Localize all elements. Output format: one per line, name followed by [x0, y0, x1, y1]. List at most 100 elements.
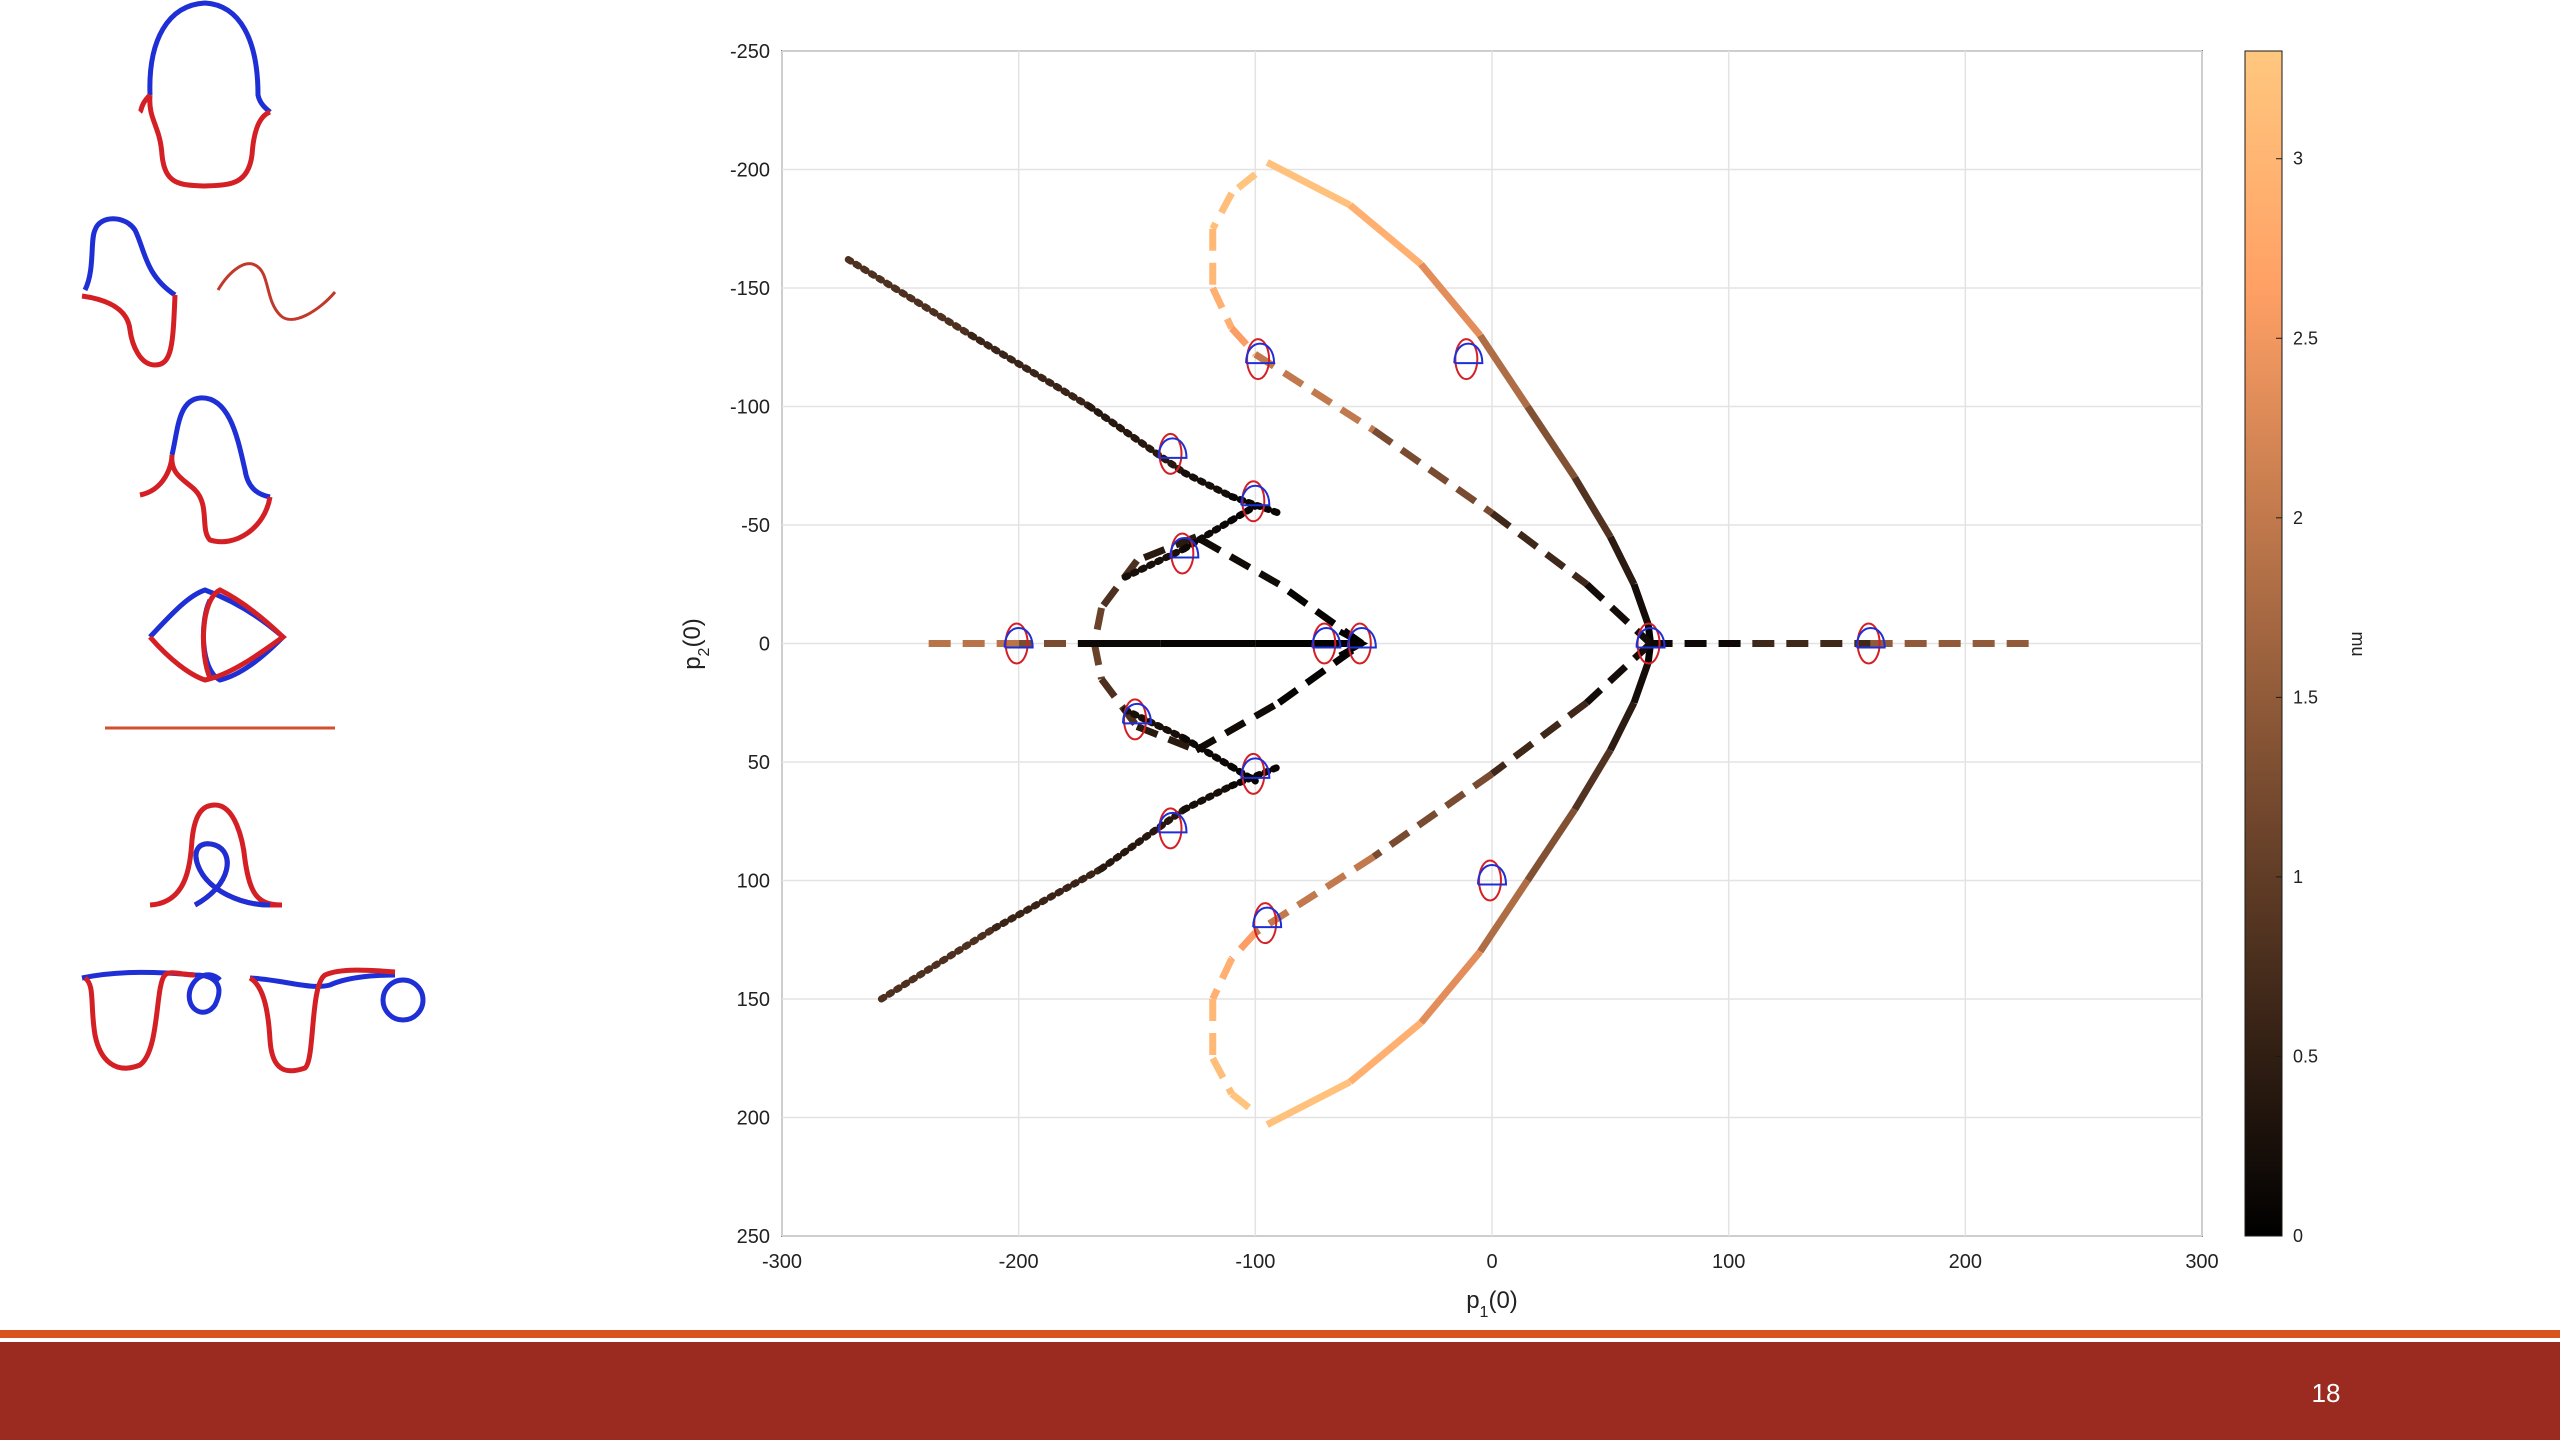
curve-segment-dotted — [1098, 805, 1188, 873]
arrow-head — [1338, 628, 1369, 659]
curve-glyph-marker — [1453, 338, 1484, 381]
curve-segment-solid — [1524, 807, 1578, 883]
curve-segment-dotted — [991, 865, 1105, 932]
curve-segment-solid — [1607, 535, 1638, 586]
x-ticks: -300 -200 -100 0 100 200 300 — [762, 1251, 2219, 1273]
y-tick-label: 200 — [737, 1108, 770, 1130]
curve-segment-solid — [1477, 333, 1531, 409]
curve-segment-dotted — [1228, 763, 1283, 790]
x-tick-label: 0 — [1486, 1251, 1497, 1273]
curve-segment-dashed — [1371, 770, 1495, 860]
curve-segment-dashed — [1209, 957, 1235, 1001]
curve-segment-dotted — [1121, 545, 1188, 581]
y-tick-label: 0 — [759, 634, 770, 656]
curve-segment-dotted — [1180, 734, 1236, 771]
y-tick-label: 50 — [748, 752, 770, 774]
colorbar — [2244, 50, 2283, 1237]
curve-glyph-marker — [1245, 338, 1276, 381]
curve-segment-dashed — [1489, 699, 1589, 777]
curve-segment-dashed — [1209, 191, 1235, 231]
curve-segment-dashed — [1090, 607, 1105, 645]
footer-accent-line — [0, 1330, 2560, 1338]
curve-segment-dashed — [1229, 1091, 1258, 1116]
curve-segment-dotted — [967, 331, 1094, 410]
y-tick-label: 250 — [737, 1226, 770, 1248]
y-axis-label: p2(0) — [679, 618, 713, 670]
curve-segment-solid — [1571, 475, 1614, 539]
curves — [844, 159, 2037, 1128]
x-tick-label: -100 — [1235, 1251, 1275, 1273]
colorbar-tick-label: 1.5 — [2293, 687, 2318, 707]
colorbar-label: mu — [2348, 631, 2368, 656]
y-tick-label: -200 — [730, 160, 770, 182]
curve-segment-dashed — [1209, 1056, 1235, 1096]
curve-glyph-marker — [1157, 807, 1188, 850]
footer-bar — [0, 1342, 2560, 1440]
curve-glyph-marker — [1855, 622, 1886, 665]
curve-glyph-marker — [1635, 622, 1666, 665]
curve-glyph-marker — [1477, 859, 1508, 902]
colorbar-ticks: 0 0.5 1 1.5 2 2.5 3 — [2276, 149, 2318, 1246]
curve-segment-dashed — [1135, 533, 1198, 564]
x-tick-label: 100 — [1712, 1251, 1745, 1273]
y-tick-label: -250 — [730, 41, 770, 63]
curve-glyph-marker — [1240, 480, 1271, 523]
curve-segment-solid — [1477, 878, 1531, 954]
curve-glyph-marker — [1157, 432, 1188, 475]
curve-shape-3-icon — [139, 395, 273, 545]
curve-segment-solid — [1524, 404, 1578, 480]
curve-segment-dashed — [1135, 723, 1198, 754]
curve-segment-solid — [1630, 661, 1652, 704]
curve-segment-dotted — [877, 924, 999, 1003]
colorbar-tick-label: 1 — [2293, 867, 2303, 887]
curve-segment-dashed — [1229, 930, 1258, 962]
y-tick-label: 100 — [737, 871, 770, 893]
curve-segment-solid — [1418, 949, 1483, 1025]
curve-shape-4-icon — [148, 587, 287, 683]
curve-segment-dashed — [1253, 351, 1376, 434]
curve-shape-6-icon — [81, 967, 426, 1074]
curve-segment-solid — [1607, 701, 1638, 752]
curve-glyph-marker — [1240, 752, 1271, 795]
x-tick-label: 200 — [1949, 1251, 1982, 1273]
curve-segment-dashed — [1371, 427, 1495, 517]
curve-glyph-marker — [1311, 622, 1342, 665]
y-tick-label: 150 — [737, 989, 770, 1011]
curve-shape-2-icon — [81, 216, 337, 368]
curve-segment-dashed — [1489, 510, 1589, 588]
curve-segment-solid — [1347, 1020, 1424, 1085]
curve-shape-1-icon — [137, 0, 272, 189]
curve-segment-solid — [1418, 262, 1483, 338]
curve-segment-dotted — [1180, 469, 1236, 501]
colorbar-tick-label: 0 — [2293, 1226, 2303, 1246]
x-tick-label: -300 — [762, 1251, 802, 1273]
colorbar-tick-label: 2.5 — [2293, 328, 2318, 348]
curve-segment-dashed — [1090, 642, 1105, 680]
y-tick-label: -50 — [741, 515, 770, 537]
y-ticks: -250 -200 -150 -100 -50 0 50 100 150 200 250 — [730, 41, 770, 1248]
curve-segment-dotted — [1086, 403, 1188, 477]
curve-glyph-marker — [1122, 698, 1153, 741]
markers — [1003, 338, 1886, 945]
curve-segment-dashed — [1194, 533, 1281, 588]
curve-glyph-marker — [1252, 902, 1283, 945]
curve-segment-dashed — [1209, 286, 1235, 330]
colorbar-tick-label: 3 — [2293, 149, 2303, 169]
curve-glyph-marker — [1003, 622, 1034, 665]
curve-segment-dashed — [1098, 676, 1140, 729]
x-axis-label: p1(0) — [1466, 1287, 1518, 1321]
curve-segment-dotted — [1180, 782, 1236, 813]
y-tick-label: -100 — [730, 397, 770, 419]
curve-glyph-marker — [1169, 532, 1200, 575]
y-tick-label: -150 — [730, 278, 770, 300]
curve-segment-dashed — [1098, 558, 1140, 611]
curve-segment-solid — [1265, 159, 1352, 209]
curve-glyph-marker — [1346, 622, 1377, 665]
page-number: 18 — [2311, 1378, 2341, 1408]
colorbar-tick-label: 2 — [2293, 508, 2303, 528]
curve-segment-dotted — [1121, 706, 1188, 742]
curve-segment-dotted — [844, 256, 975, 339]
curve-segment-solid — [1265, 1078, 1352, 1128]
